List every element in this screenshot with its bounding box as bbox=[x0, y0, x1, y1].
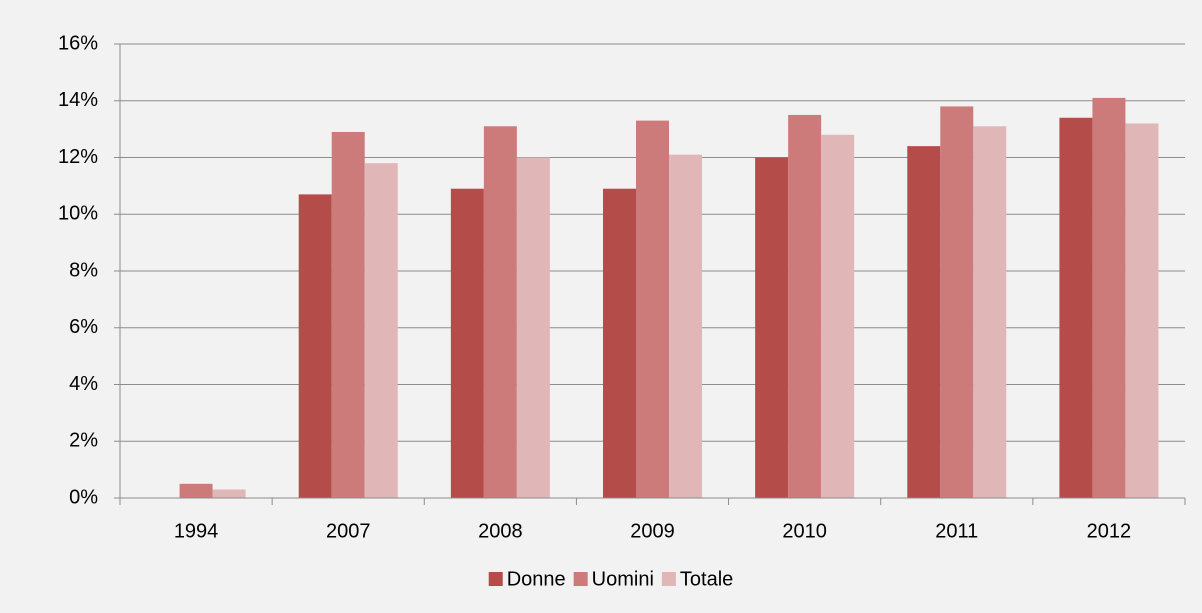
bar bbox=[1125, 123, 1159, 498]
bar bbox=[364, 163, 398, 499]
y-tick-label: 10% bbox=[58, 203, 98, 225]
bar bbox=[603, 188, 636, 498]
y-tick-label: 6% bbox=[69, 316, 98, 338]
bar bbox=[1092, 97, 1126, 498]
bar bbox=[907, 146, 941, 498]
x-tick-label: 1994 bbox=[174, 520, 219, 542]
bar bbox=[179, 483, 213, 498]
legend-label: Totale bbox=[680, 568, 733, 590]
bar bbox=[788, 114, 822, 498]
x-tick-label: 2010 bbox=[782, 520, 827, 542]
bar bbox=[755, 157, 789, 498]
bar bbox=[212, 489, 246, 498]
y-tick-label: 14% bbox=[58, 89, 98, 111]
legend-swatch bbox=[573, 572, 588, 586]
y-tick-label: 12% bbox=[58, 146, 98, 168]
x-tick-label: 2008 bbox=[478, 520, 523, 542]
y-tick-label: 8% bbox=[69, 259, 98, 281]
y-tick-label: 0% bbox=[69, 486, 98, 508]
x-tick-label: 2007 bbox=[326, 520, 371, 542]
x-tick-label: 2012 bbox=[1087, 520, 1132, 542]
bar bbox=[298, 194, 332, 498]
legend-label: Uomini bbox=[592, 568, 654, 590]
bar bbox=[331, 131, 365, 498]
bar bbox=[450, 188, 484, 498]
y-tick-label: 2% bbox=[69, 430, 98, 452]
bar bbox=[940, 106, 974, 499]
bar bbox=[821, 134, 855, 499]
legend-label: Donne bbox=[507, 568, 566, 590]
bar bbox=[1059, 117, 1093, 499]
bar bbox=[973, 126, 1007, 498]
legend-swatch bbox=[661, 572, 676, 586]
x-tick-label: 2011 bbox=[935, 520, 978, 542]
bar bbox=[636, 120, 669, 499]
y-tick-label: 4% bbox=[69, 373, 98, 395]
legend-swatch bbox=[488, 572, 503, 586]
x-tick-label: 2009 bbox=[630, 520, 675, 542]
bar bbox=[483, 126, 517, 498]
bar bbox=[669, 154, 702, 498]
y-tick-label: 16% bbox=[58, 32, 98, 54]
bar bbox=[516, 157, 550, 498]
